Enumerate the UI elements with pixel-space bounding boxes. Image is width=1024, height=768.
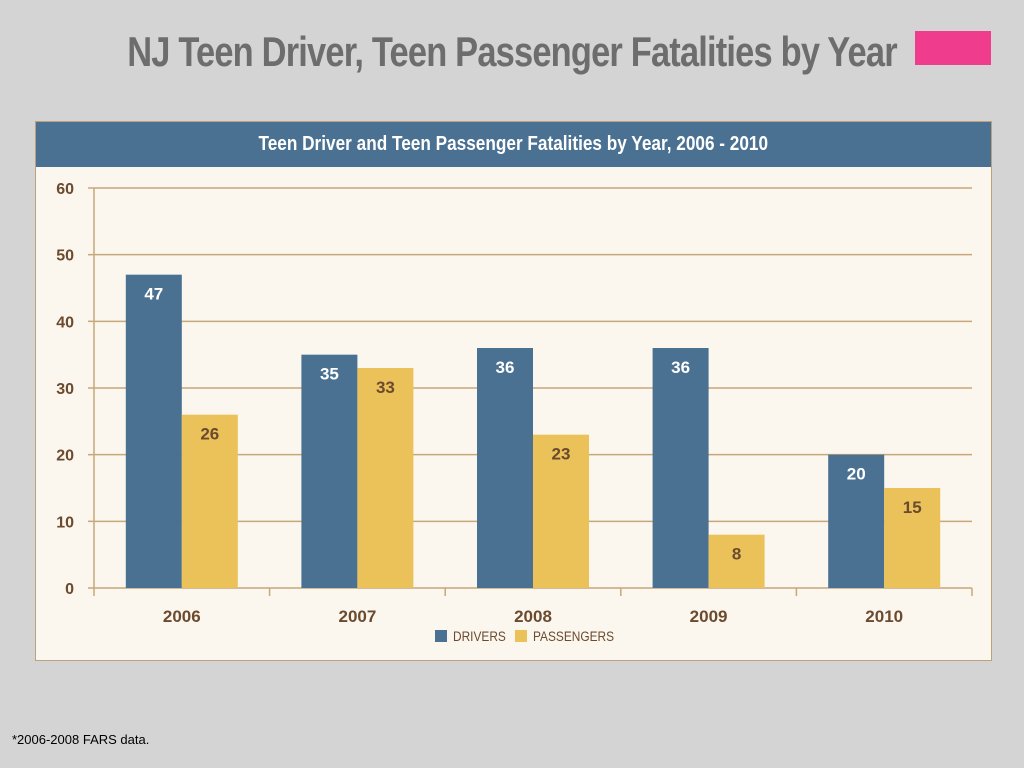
chart-header: Teen Driver and Teen Passenger Fatalitie… xyxy=(36,122,991,167)
driver-bar xyxy=(125,274,182,588)
driver-data-label: 20 xyxy=(847,465,866,484)
driver-bar xyxy=(652,348,709,588)
y-tick-label: 10 xyxy=(56,514,74,531)
driver-data-label: 36 xyxy=(496,358,515,377)
driver-data-label: 35 xyxy=(320,365,339,384)
chart-panel: Teen Driver and Teen Passenger Fatalitie… xyxy=(35,121,992,661)
legend-label-drivers: DRIVERS xyxy=(453,628,506,644)
x-tick-label: 2009 xyxy=(690,607,728,626)
x-tick-label: 2007 xyxy=(338,607,376,626)
passenger-data-label: 15 xyxy=(903,498,922,517)
y-tick-label: 50 xyxy=(56,248,74,265)
legend-swatch-drivers xyxy=(435,630,447,642)
y-tick-label: 60 xyxy=(56,181,74,198)
y-tick-label: 40 xyxy=(56,314,74,331)
passenger-data-label: 33 xyxy=(376,378,395,397)
passenger-bar xyxy=(884,488,941,588)
bar-chart: 0 10 20 30 40 50 60 47 26 2006 35 33 2007 36 23 2008 36 8… xyxy=(56,181,973,644)
pink-highlight-marker xyxy=(915,31,991,65)
passenger-bar xyxy=(357,368,414,588)
y-tick-label: 0 xyxy=(65,581,74,598)
driver-data-label: 47 xyxy=(144,285,163,304)
driver-bar xyxy=(301,354,358,588)
passenger-data-label: 23 xyxy=(552,445,571,464)
y-tick-label: 20 xyxy=(56,448,74,465)
driver-bar xyxy=(477,348,533,588)
passenger-bar xyxy=(181,414,238,588)
passenger-data-label: 26 xyxy=(200,425,219,444)
x-tick-label: 2006 xyxy=(163,607,201,626)
y-tick-label: 30 xyxy=(56,381,74,398)
legend-label-passengers: PASSENGERS xyxy=(533,628,614,644)
passenger-data-label: 8 xyxy=(732,545,741,564)
driver-bar xyxy=(828,454,885,588)
passenger-bar xyxy=(533,434,589,588)
x-tick-label: 2010 xyxy=(865,607,903,626)
chart-title: Teen Driver and Teen Passenger Fatalitie… xyxy=(258,133,769,155)
driver-data-label: 36 xyxy=(671,358,690,377)
passenger-bar xyxy=(708,534,765,588)
footnote: *2006-2008 FARS data. xyxy=(12,732,150,747)
legend-swatch-passengers xyxy=(515,630,527,642)
x-tick-label: 2008 xyxy=(514,607,552,626)
slide-title: NJ Teen Driver, Teen Passenger Fatalitie… xyxy=(127,28,897,75)
